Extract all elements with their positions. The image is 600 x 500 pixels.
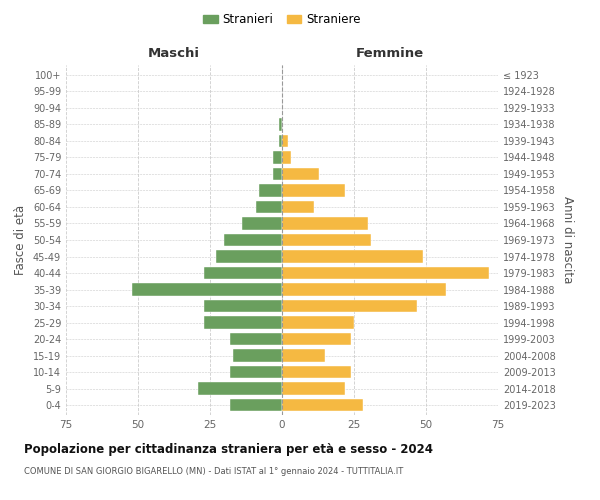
Bar [282, 333, 351, 345]
Bar [132, 284, 282, 296]
Bar [230, 333, 282, 345]
Bar [282, 300, 418, 312]
Bar [282, 316, 354, 328]
Bar [282, 267, 490, 279]
Bar [224, 234, 282, 246]
Bar [282, 366, 351, 378]
Text: Maschi: Maschi [148, 47, 200, 60]
Bar [282, 152, 290, 164]
Bar [279, 118, 282, 130]
Y-axis label: Fasce di età: Fasce di età [14, 205, 27, 275]
Bar [274, 168, 282, 180]
Bar [230, 399, 282, 411]
Bar [204, 300, 282, 312]
Bar [282, 250, 423, 262]
Bar [282, 201, 314, 213]
Text: Femmine: Femmine [356, 47, 424, 60]
Bar [216, 250, 282, 262]
Bar [282, 135, 288, 147]
Bar [282, 284, 446, 296]
Bar [282, 184, 346, 196]
Y-axis label: Anni di nascita: Anni di nascita [561, 196, 574, 284]
Bar [279, 135, 282, 147]
Bar [274, 152, 282, 164]
Bar [282, 168, 319, 180]
Bar [282, 382, 346, 395]
Bar [199, 382, 282, 395]
Bar [204, 316, 282, 328]
Text: COMUNE DI SAN GIORGIO BIGARELLO (MN) - Dati ISTAT al 1° gennaio 2024 - TUTTITALI: COMUNE DI SAN GIORGIO BIGARELLO (MN) - D… [24, 468, 403, 476]
Bar [233, 350, 282, 362]
Bar [242, 218, 282, 230]
Bar [282, 399, 362, 411]
Bar [282, 350, 325, 362]
Legend: Stranieri, Straniere: Stranieri, Straniere [199, 8, 365, 31]
Bar [256, 201, 282, 213]
Bar [282, 218, 368, 230]
Bar [259, 184, 282, 196]
Bar [230, 366, 282, 378]
Text: Popolazione per cittadinanza straniera per età e sesso - 2024: Popolazione per cittadinanza straniera p… [24, 442, 433, 456]
Bar [204, 267, 282, 279]
Bar [282, 234, 371, 246]
